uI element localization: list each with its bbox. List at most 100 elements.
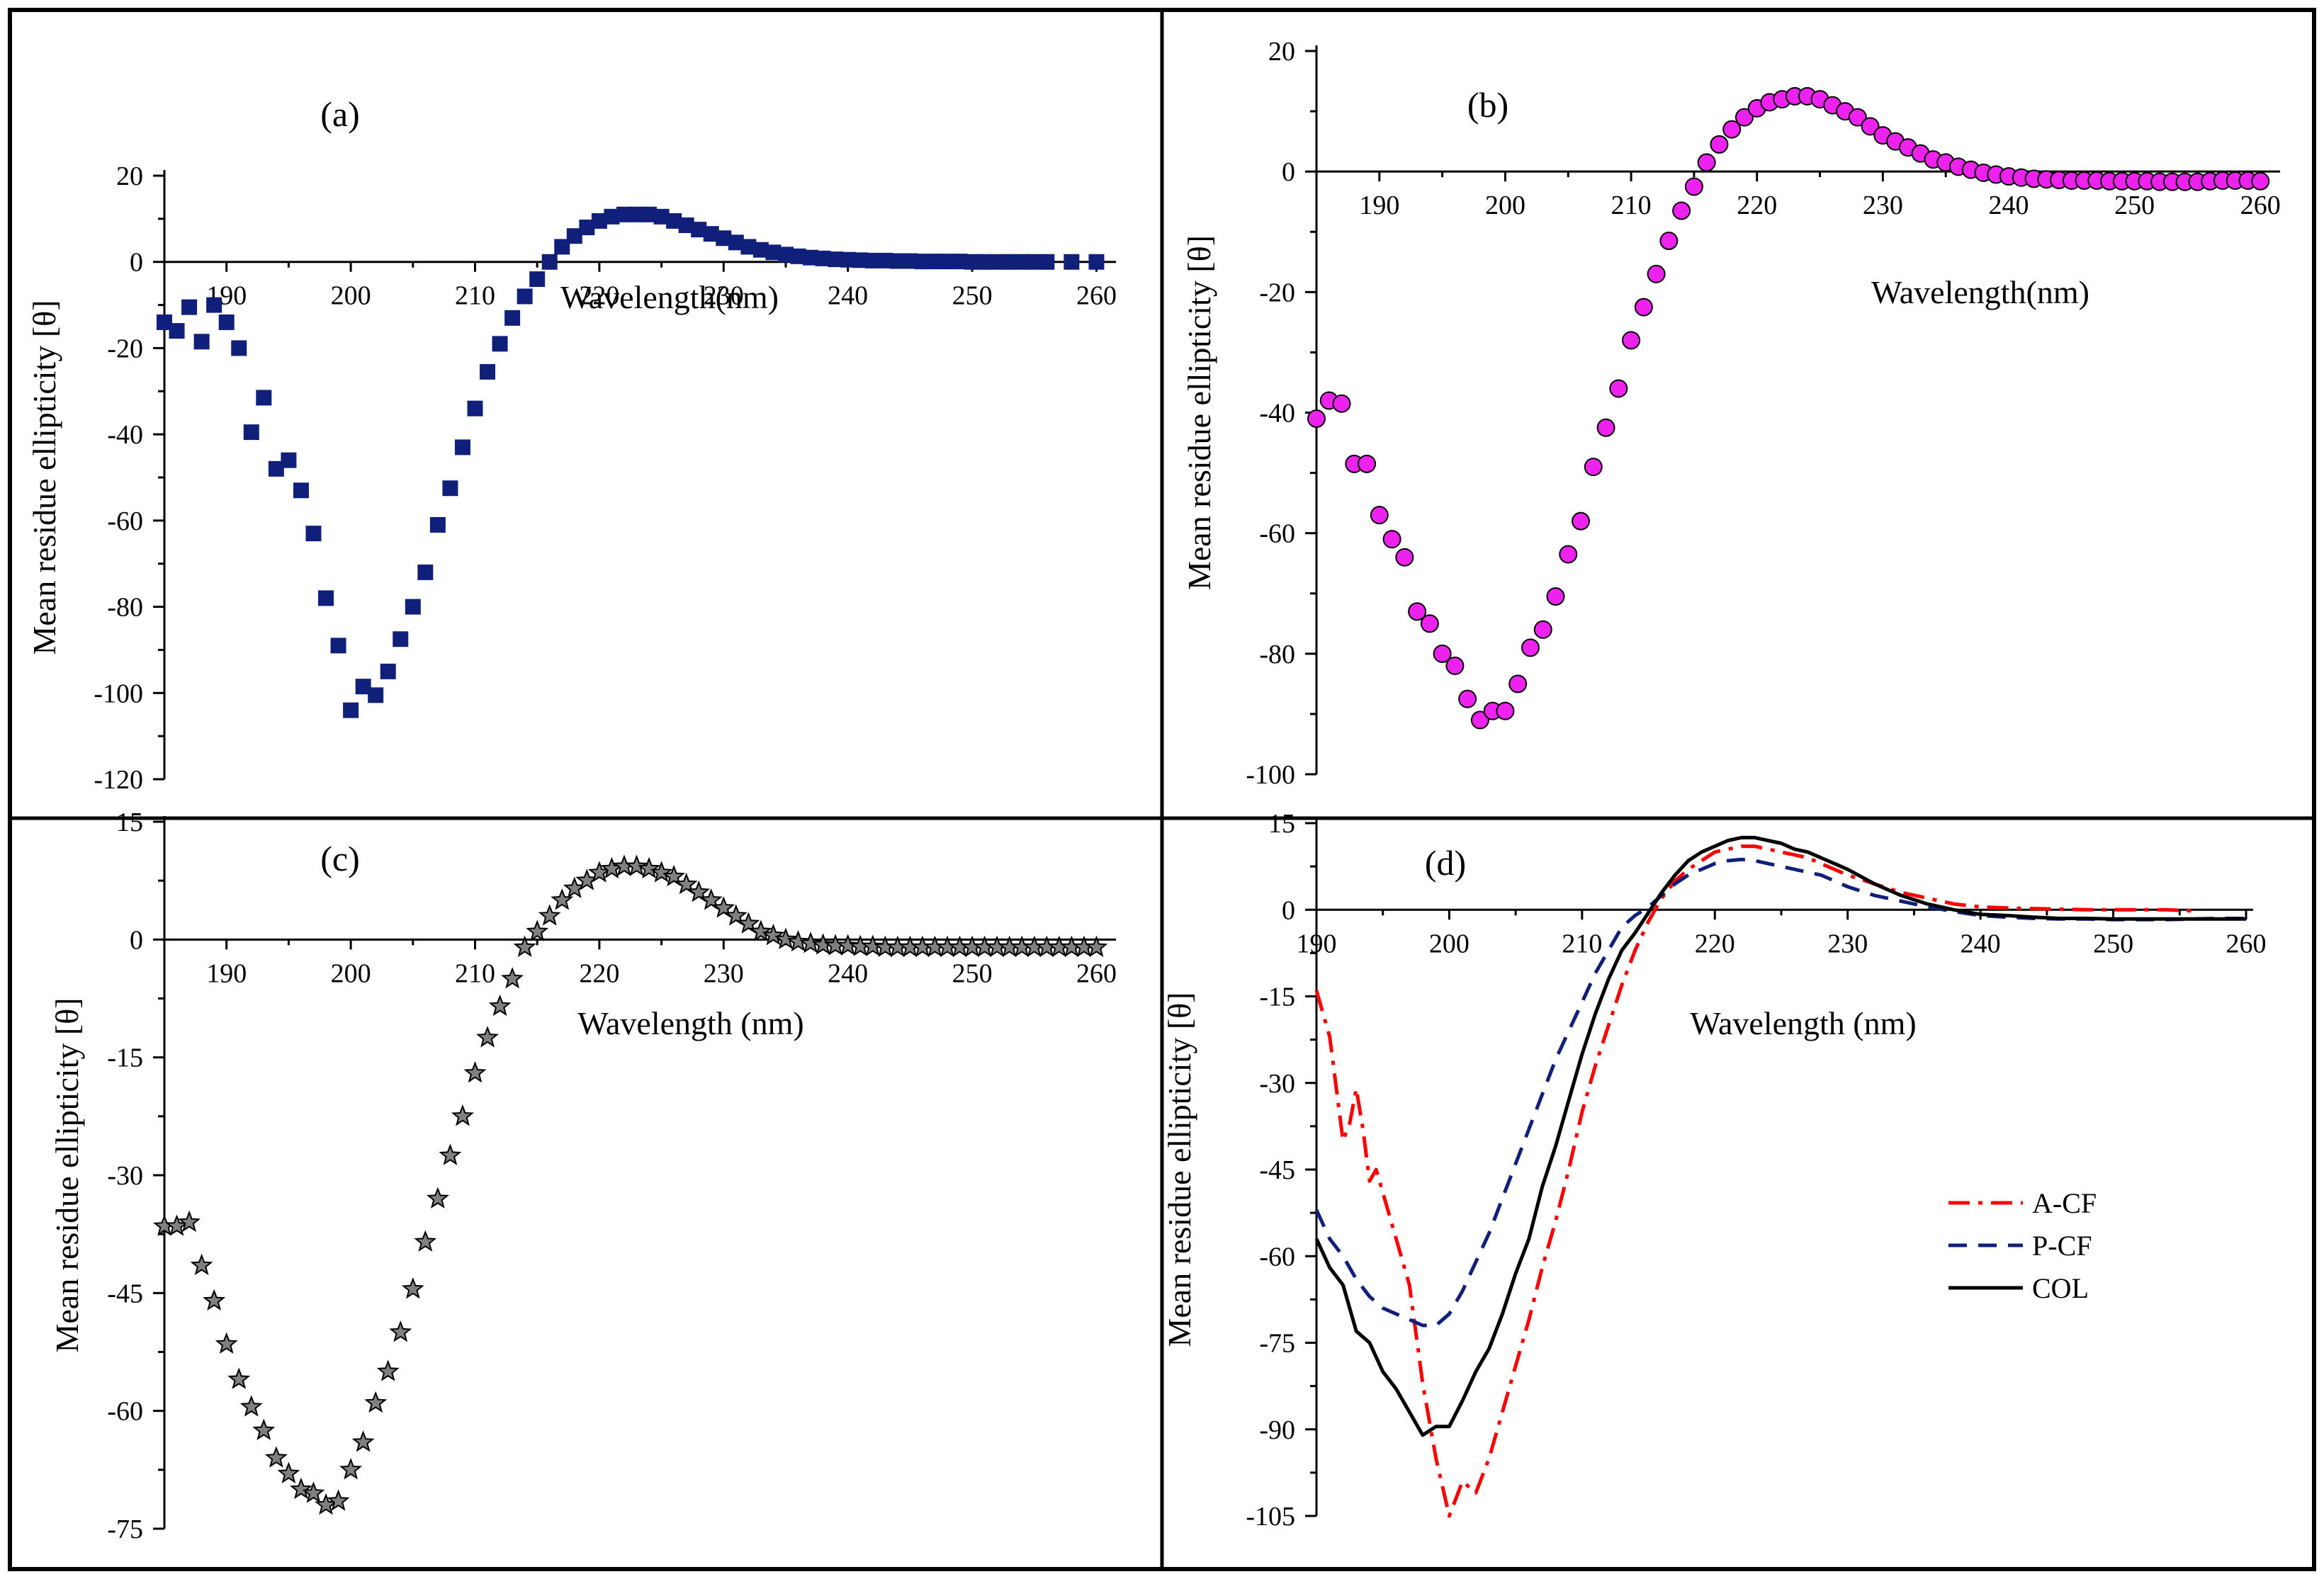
data-point-square [616,206,632,222]
x-tick-label: 250 [2093,929,2133,958]
y-tick-label: -30 [107,1161,143,1191]
data-point-square [442,480,458,497]
data-point-square [604,208,620,225]
data-point-star [625,854,648,876]
data-point-star [774,927,797,949]
data-point-square [828,251,844,268]
data-point-star [401,1277,424,1299]
panel-c: 15 0 -15 -30 -45 -60 -75 190 200 210 220 230 240 250 2… [49,808,1117,1544]
y-tick-label: -20 [1259,278,1295,307]
y-tick-label: 0 [1282,895,1295,925]
x-tick-label: 220 [1695,929,1735,958]
data-point-square [989,254,1005,270]
data-point-circle [1496,701,1515,720]
panel-label: (a) [320,94,360,134]
y-tick-label: -120 [94,765,143,795]
data-point-square [641,206,658,222]
y-tick-label: -105 [1246,1502,1295,1532]
x-tick-label: 240 [1988,191,2029,220]
data-point-star [277,1461,300,1483]
data-point-square [852,252,869,268]
data-point-star [762,924,785,946]
data-point-square [716,230,732,247]
data-point-circle [1370,506,1389,525]
y-axis-title: Mean residue ellipticity [θ] [26,300,62,655]
data-point-star [476,1026,499,1048]
data-point-star [799,932,823,953]
data-point-square [1064,254,1080,270]
y-tick-label: -40 [1259,399,1295,429]
x-tick-label: 240 [828,958,868,988]
data-point-star [724,904,748,926]
data-point-square [678,217,694,233]
y-tick-label: 15 [1268,809,1295,839]
y-tick-label: -45 [1259,1155,1295,1185]
data-point-circle [1546,587,1565,606]
y-tick-label: -60 [107,506,143,536]
data-point-square [964,254,981,270]
data-point-square [914,254,930,270]
x-tick-label: 230 [704,281,744,311]
data-point-square [231,340,247,356]
series-line-a-cf [1314,844,2194,1518]
x-tick-label: 230 [704,958,744,988]
x-tick-label: 210 [1611,191,1652,220]
x-tick-label: 240 [828,281,868,311]
x-tick-label: 200 [331,958,371,988]
data-point-star [786,929,810,952]
data-point-square [368,687,384,703]
data-point-star [203,1289,226,1311]
x-axis-title: Wavelength (nm) [1690,1005,1916,1041]
x-tick-label: 210 [455,281,495,311]
y-tick-label: -80 [107,593,143,623]
data-point-square [380,663,396,679]
data-point-square [343,702,359,718]
panel-label: (c) [320,839,360,878]
data-point-star [289,1477,312,1500]
y-tick-label: -90 [1259,1415,1295,1445]
data-point-star [351,1430,375,1452]
x-tick-label: 260 [1076,958,1117,988]
y-tick-label: 0 [130,248,143,278]
y-tick-label: -100 [1246,760,1295,790]
x-tick-label: 220 [579,958,619,988]
data-point-star [675,872,698,895]
data-point-star [389,1320,412,1342]
data-point-square [243,424,259,441]
data-point-circle [1420,614,1439,633]
y-tick-label: -60 [1259,1242,1295,1272]
data-point-star [463,1060,487,1083]
data-point-circle [1521,638,1540,657]
x-axis-title: Wavelength (nm) [577,1005,803,1041]
data-point-circle [1332,394,1351,413]
data-point-star [364,1391,388,1413]
data-point-square [840,251,856,268]
data-point-circle [2251,171,2270,191]
data-point-star [451,1104,474,1126]
x-tick-label: 210 [455,958,495,988]
panel-label: (b) [1467,85,1508,125]
y-tick-label: -15 [107,1043,143,1073]
data-point-star [662,864,686,887]
data-point-circle [1395,548,1414,567]
data-point-circle [1609,379,1628,398]
legend-label-a-cf: A-CF [2032,1187,2097,1219]
x-tick-label: 230 [1863,191,1903,220]
legend-label-p-cf: P-CF [2032,1230,2092,1262]
data-point-square [579,220,595,236]
x-tick-label: 190 [1297,929,1337,958]
data-point-circle [1596,418,1615,437]
data-point-square [1088,254,1105,270]
data-point-square [864,252,881,268]
data-point-square [256,390,272,406]
x-tick-label: 250 [952,281,993,311]
y-tick-label: -80 [1259,640,1295,669]
y-tick-label: -75 [107,1515,143,1544]
y-tick-label: -15 [1259,983,1295,1012]
x-tick-label: 250 [952,958,993,988]
data-point-star [650,861,673,883]
legend-label-col: COL [2032,1272,2089,1304]
data-point-square [417,564,434,580]
